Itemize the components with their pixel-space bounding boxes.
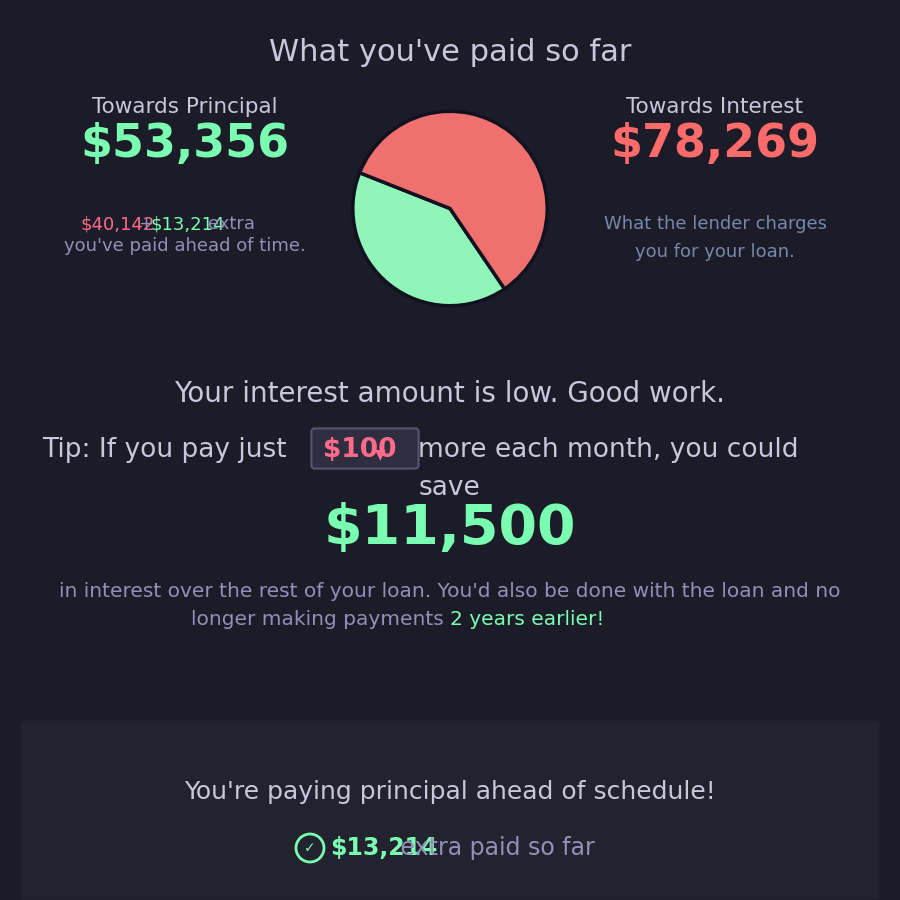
Text: ✓: ✓ (304, 841, 316, 855)
Text: Tip: If you pay just: Tip: If you pay just (42, 437, 295, 463)
Text: $100: $100 (323, 437, 397, 463)
Wedge shape (353, 173, 505, 306)
Text: save: save (419, 475, 481, 501)
Text: in interest over the rest of your loan. You'd also be done with the loan and no: in interest over the rest of your loan. … (59, 582, 841, 601)
Text: longer making payments: longer making payments (191, 610, 450, 629)
Text: Towards Principal: Towards Principal (92, 97, 278, 117)
Text: extra: extra (208, 215, 255, 233)
Text: $78,269: $78,269 (610, 122, 820, 167)
Text: ▼: ▼ (375, 447, 385, 461)
Text: What the lender charges
you for your loan.: What the lender charges you for your loa… (604, 215, 826, 261)
FancyBboxPatch shape (311, 428, 418, 469)
Text: +: + (138, 215, 153, 233)
Text: You're paying principal ahead of schedule!: You're paying principal ahead of schedul… (184, 780, 716, 804)
Text: you've paid ahead of time.: you've paid ahead of time. (64, 237, 306, 255)
Text: more each month, you could: more each month, you could (418, 437, 798, 463)
Text: $13,214: $13,214 (330, 836, 437, 860)
Text: Your interest amount is low. Good work.: Your interest amount is low. Good work. (175, 380, 725, 408)
Text: extra paid so far: extra paid so far (393, 836, 595, 860)
FancyBboxPatch shape (21, 721, 879, 899)
Text: $40,142: $40,142 (80, 215, 155, 233)
Text: 2 years earlier!: 2 years earlier! (450, 610, 605, 629)
Text: $53,356: $53,356 (80, 122, 290, 167)
Text: $11,500: $11,500 (324, 502, 576, 556)
Text: What you've paid so far: What you've paid so far (269, 38, 631, 67)
Wedge shape (360, 112, 547, 289)
Text: $13,214: $13,214 (151, 215, 226, 233)
Text: Towards Interest: Towards Interest (626, 97, 804, 117)
